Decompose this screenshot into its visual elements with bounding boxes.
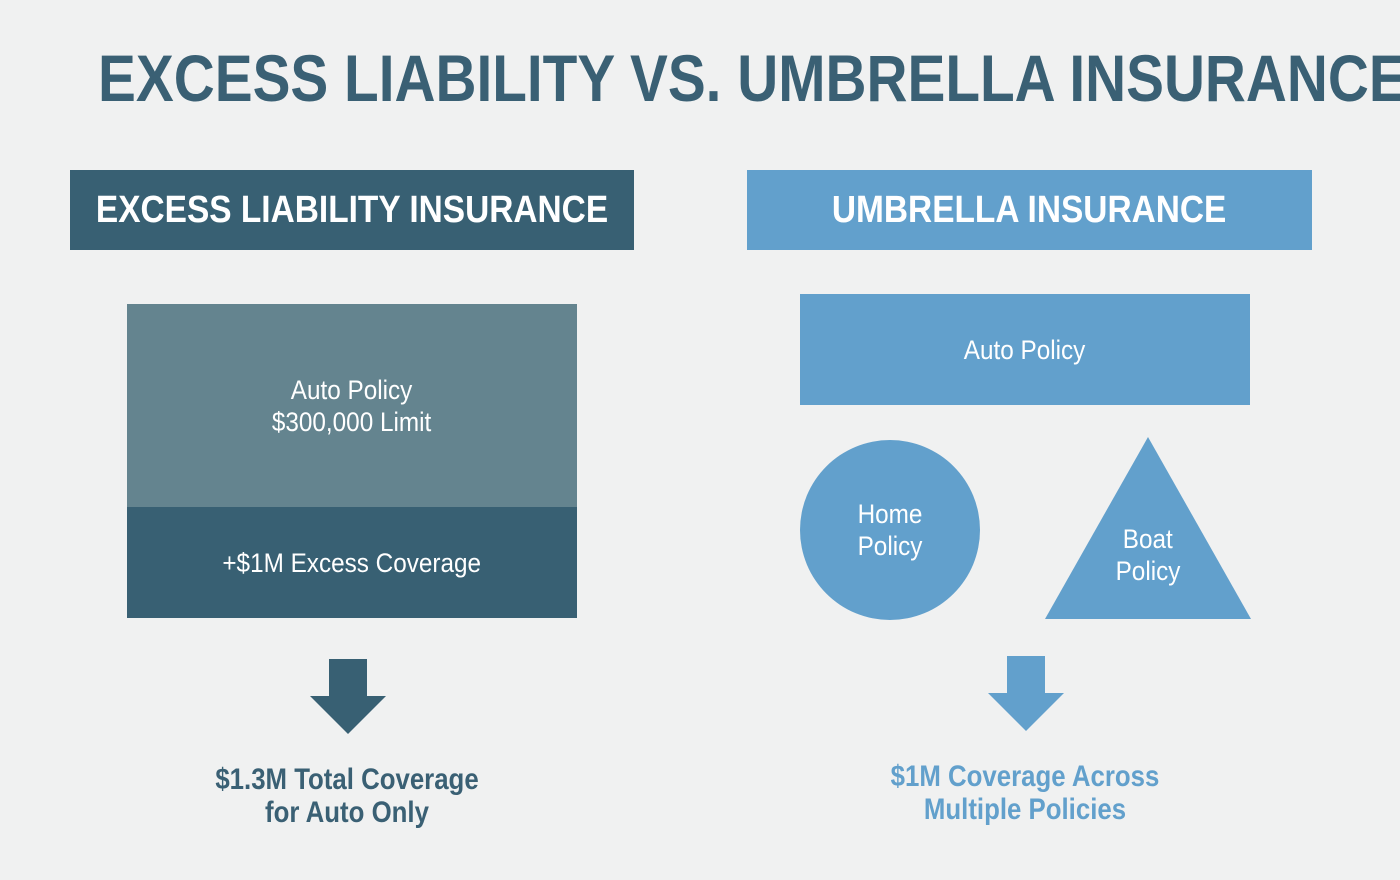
home-policy-line2: Policy: [857, 531, 923, 561]
excess-coverage-label: +$1M Excess Coverage: [222, 547, 482, 578]
umbrella-auto-policy-box: Auto Policy: [800, 294, 1250, 405]
umbrella-result-line2: Multiple Policies: [923, 793, 1127, 826]
umbrella-auto-policy-label: Auto Policy: [964, 334, 1086, 365]
boat-policy-label: Boat Policy: [1045, 505, 1251, 605]
excess-auto-policy-label: Auto Policy: [291, 374, 413, 405]
umbrella-result-line1: $1M Coverage Across: [890, 760, 1160, 793]
umbrella-insurance-header: UMBRELLA INSURANCE: [747, 170, 1312, 250]
umbrella-result-text: $1M Coverage Across Multiple Policies: [800, 760, 1250, 826]
excess-auto-policy-box: Auto Policy $300,000 Limit: [127, 304, 577, 507]
excess-coverage-box: +$1M Excess Coverage: [127, 507, 577, 618]
down-arrow-icon: [988, 656, 1064, 731]
home-policy-circle: Home Policy: [800, 440, 980, 620]
boat-policy-triangle: [1045, 437, 1251, 619]
excess-result-line1: $1.3M Total Coverage: [215, 763, 479, 796]
boat-policy-line1: Boat: [1122, 524, 1173, 554]
excess-result-line2: for Auto Only: [265, 796, 429, 829]
excess-auto-policy-limit: $300,000 Limit: [272, 406, 432, 437]
excess-liability-header-label: EXCESS LIABILITY INSURANCE: [95, 188, 609, 231]
boat-policy-line2: Policy: [1115, 556, 1181, 586]
page-title: EXCESS LIABILITY VS. UMBRELLA INSURANCE: [98, 41, 1400, 115]
home-policy-line1: Home: [857, 499, 923, 529]
excess-result-text: $1.3M Total Coverage for Auto Only: [127, 763, 567, 829]
excess-liability-header: EXCESS LIABILITY INSURANCE: [70, 170, 634, 250]
umbrella-insurance-header-label: UMBRELLA INSURANCE: [832, 188, 1227, 231]
down-arrow-icon: [310, 659, 386, 734]
